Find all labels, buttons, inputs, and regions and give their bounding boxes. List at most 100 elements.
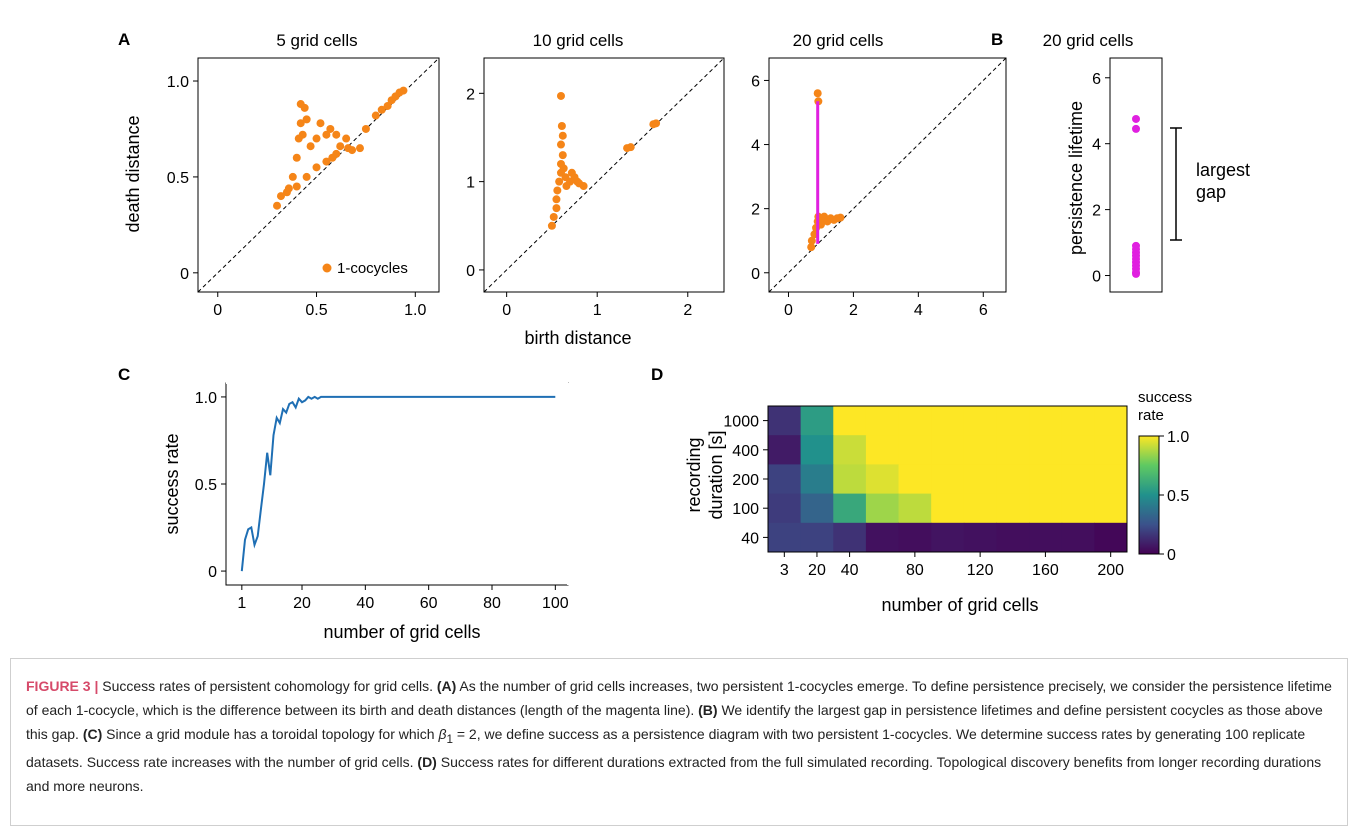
lifetime-point: [1132, 269, 1140, 278]
x-tick-label: 120: [967, 562, 994, 579]
heatmap-cell: [800, 464, 834, 495]
x-tick-label: 60: [420, 595, 438, 612]
cocycle-point: [355, 144, 364, 153]
diagonal-line: [768, 57, 1007, 293]
x-tick-label: 1: [237, 595, 246, 612]
cocycle-point: [807, 243, 816, 252]
y-tick-label: 400: [732, 443, 759, 460]
colorbar: [1138, 435, 1160, 555]
y-tick-label: 0: [1092, 269, 1101, 286]
x-tick-label: 1.0: [404, 302, 426, 319]
heatmap-cell: [963, 493, 997, 524]
caption-c-text-2: , we define success as a persistence dia…: [26, 725, 1306, 771]
cocycle-point: [371, 111, 380, 120]
cocycle-point: [312, 134, 321, 143]
cocycle-point: [555, 177, 564, 186]
x-tick-label: 0: [784, 302, 793, 319]
y-tick-label: 100: [732, 501, 759, 518]
cocycle-point: [273, 201, 282, 210]
panel-d-ylabel-line-1: recording: [684, 437, 704, 512]
y-tick-label: 0: [180, 266, 189, 283]
heatmap-cell: [931, 522, 965, 553]
heatmap-cell: [1094, 522, 1128, 553]
heatmap-cell: [768, 435, 802, 465]
panel-a2-title: 10 grid cells: [533, 31, 624, 50]
y-tick-label: 0.5: [195, 477, 217, 494]
panel-c-xlabel: number of grid cells: [323, 622, 480, 642]
x-tick-label: 1: [593, 302, 602, 319]
x-tick-label: 100: [542, 595, 569, 612]
x-tick-label: 0: [213, 302, 222, 319]
panel-b-ylabel: persistence lifetime: [1066, 101, 1086, 255]
heatmap-cell: [1029, 406, 1063, 436]
heatmap-cell: [768, 406, 802, 436]
cocycle-point: [558, 131, 567, 140]
caption-d-text: Success rates for different durations ex…: [26, 754, 1322, 794]
cocycle-point: [348, 146, 357, 155]
success-rate-line: [240, 395, 556, 572]
colorbar-tick-label: 0: [1167, 547, 1176, 564]
colorbar-label-line-2: rate: [1138, 407, 1164, 424]
y-tick-label: 0: [208, 564, 217, 581]
cocycle-point: [547, 221, 556, 230]
caption-b-label: (B): [698, 701, 718, 718]
caption-a-text: As the number of grid cells increases, t…: [26, 678, 1332, 718]
x-tick-label: 2: [683, 302, 692, 319]
heatmap-cell: [865, 435, 900, 465]
x-tick-label: 80: [483, 595, 501, 612]
panel-a3-title: 20 grid cells: [793, 31, 884, 50]
cocycle-point: [302, 172, 311, 181]
caption-beta-eq: = 2: [452, 725, 477, 742]
gap-label-line-1: largest: [1196, 160, 1250, 180]
plot-frame: [225, 382, 569, 586]
panel-letter-d: D: [651, 365, 663, 384]
panel-letter-c: C: [118, 365, 130, 384]
caption-beta-sub: 1: [446, 732, 453, 746]
cocycle-point: [300, 103, 309, 112]
heatmap-cell: [833, 406, 867, 436]
caption-title: Success rates of persistent cohomology f…: [98, 678, 437, 694]
heatmap-cell: [931, 435, 965, 465]
heatmap-cell: [833, 435, 867, 465]
heatmap-cell: [800, 493, 834, 524]
caption-a-label: (A): [436, 678, 457, 694]
cocycle-point: [326, 124, 335, 133]
heatmap-cell: [996, 435, 1030, 465]
heatmap-cell: [1029, 464, 1063, 495]
x-tick-label: 0.5: [305, 302, 327, 319]
heatmap-cell: [865, 493, 900, 524]
heatmap-cell: [865, 406, 900, 436]
heatmap-cell: [768, 464, 802, 495]
cocycle-point: [332, 149, 341, 158]
cocycle-point: [306, 142, 315, 151]
cocycle-point: [296, 119, 305, 128]
y-tick-label: 2: [466, 86, 475, 103]
x-tick-label: 160: [1032, 562, 1059, 579]
heatmap-cell: [1061, 493, 1095, 524]
cocycle-point: [284, 184, 293, 193]
plot-frame: [1109, 57, 1163, 293]
cocycle-point: [579, 182, 588, 191]
cocycle-point: [312, 163, 321, 172]
heatmap-cell: [1061, 522, 1095, 553]
x-tick-label: 6: [979, 302, 988, 319]
heatmap-cell: [1094, 464, 1128, 495]
y-tick-label: 4: [1092, 137, 1101, 154]
y-tick-label: 1.0: [195, 390, 217, 407]
panel-a1-legend: 1-cocycles: [322, 260, 408, 277]
panel-b-title: 20 grid cells: [1043, 31, 1134, 50]
heatmap-cell: [931, 406, 965, 436]
plot-frame: [483, 57, 725, 293]
heatmap-cell: [865, 464, 900, 495]
cocycle-point: [553, 186, 562, 195]
heatmap-cell: [768, 522, 802, 553]
panel-d-xlabel: number of grid cells: [881, 595, 1038, 615]
cocycle-point: [292, 182, 301, 191]
heatmap-cell: [996, 493, 1030, 524]
heatmap-cell: [1094, 406, 1128, 436]
cocycle-point: [288, 172, 297, 181]
colorbar-tick-label: 0.5: [1167, 488, 1189, 505]
panel-a3: 20 grid cells 0 2 4 6 0 2 4 6: [751, 31, 1007, 319]
heatmap-cell: [1029, 522, 1063, 553]
heatmap-cell: [768, 493, 802, 524]
